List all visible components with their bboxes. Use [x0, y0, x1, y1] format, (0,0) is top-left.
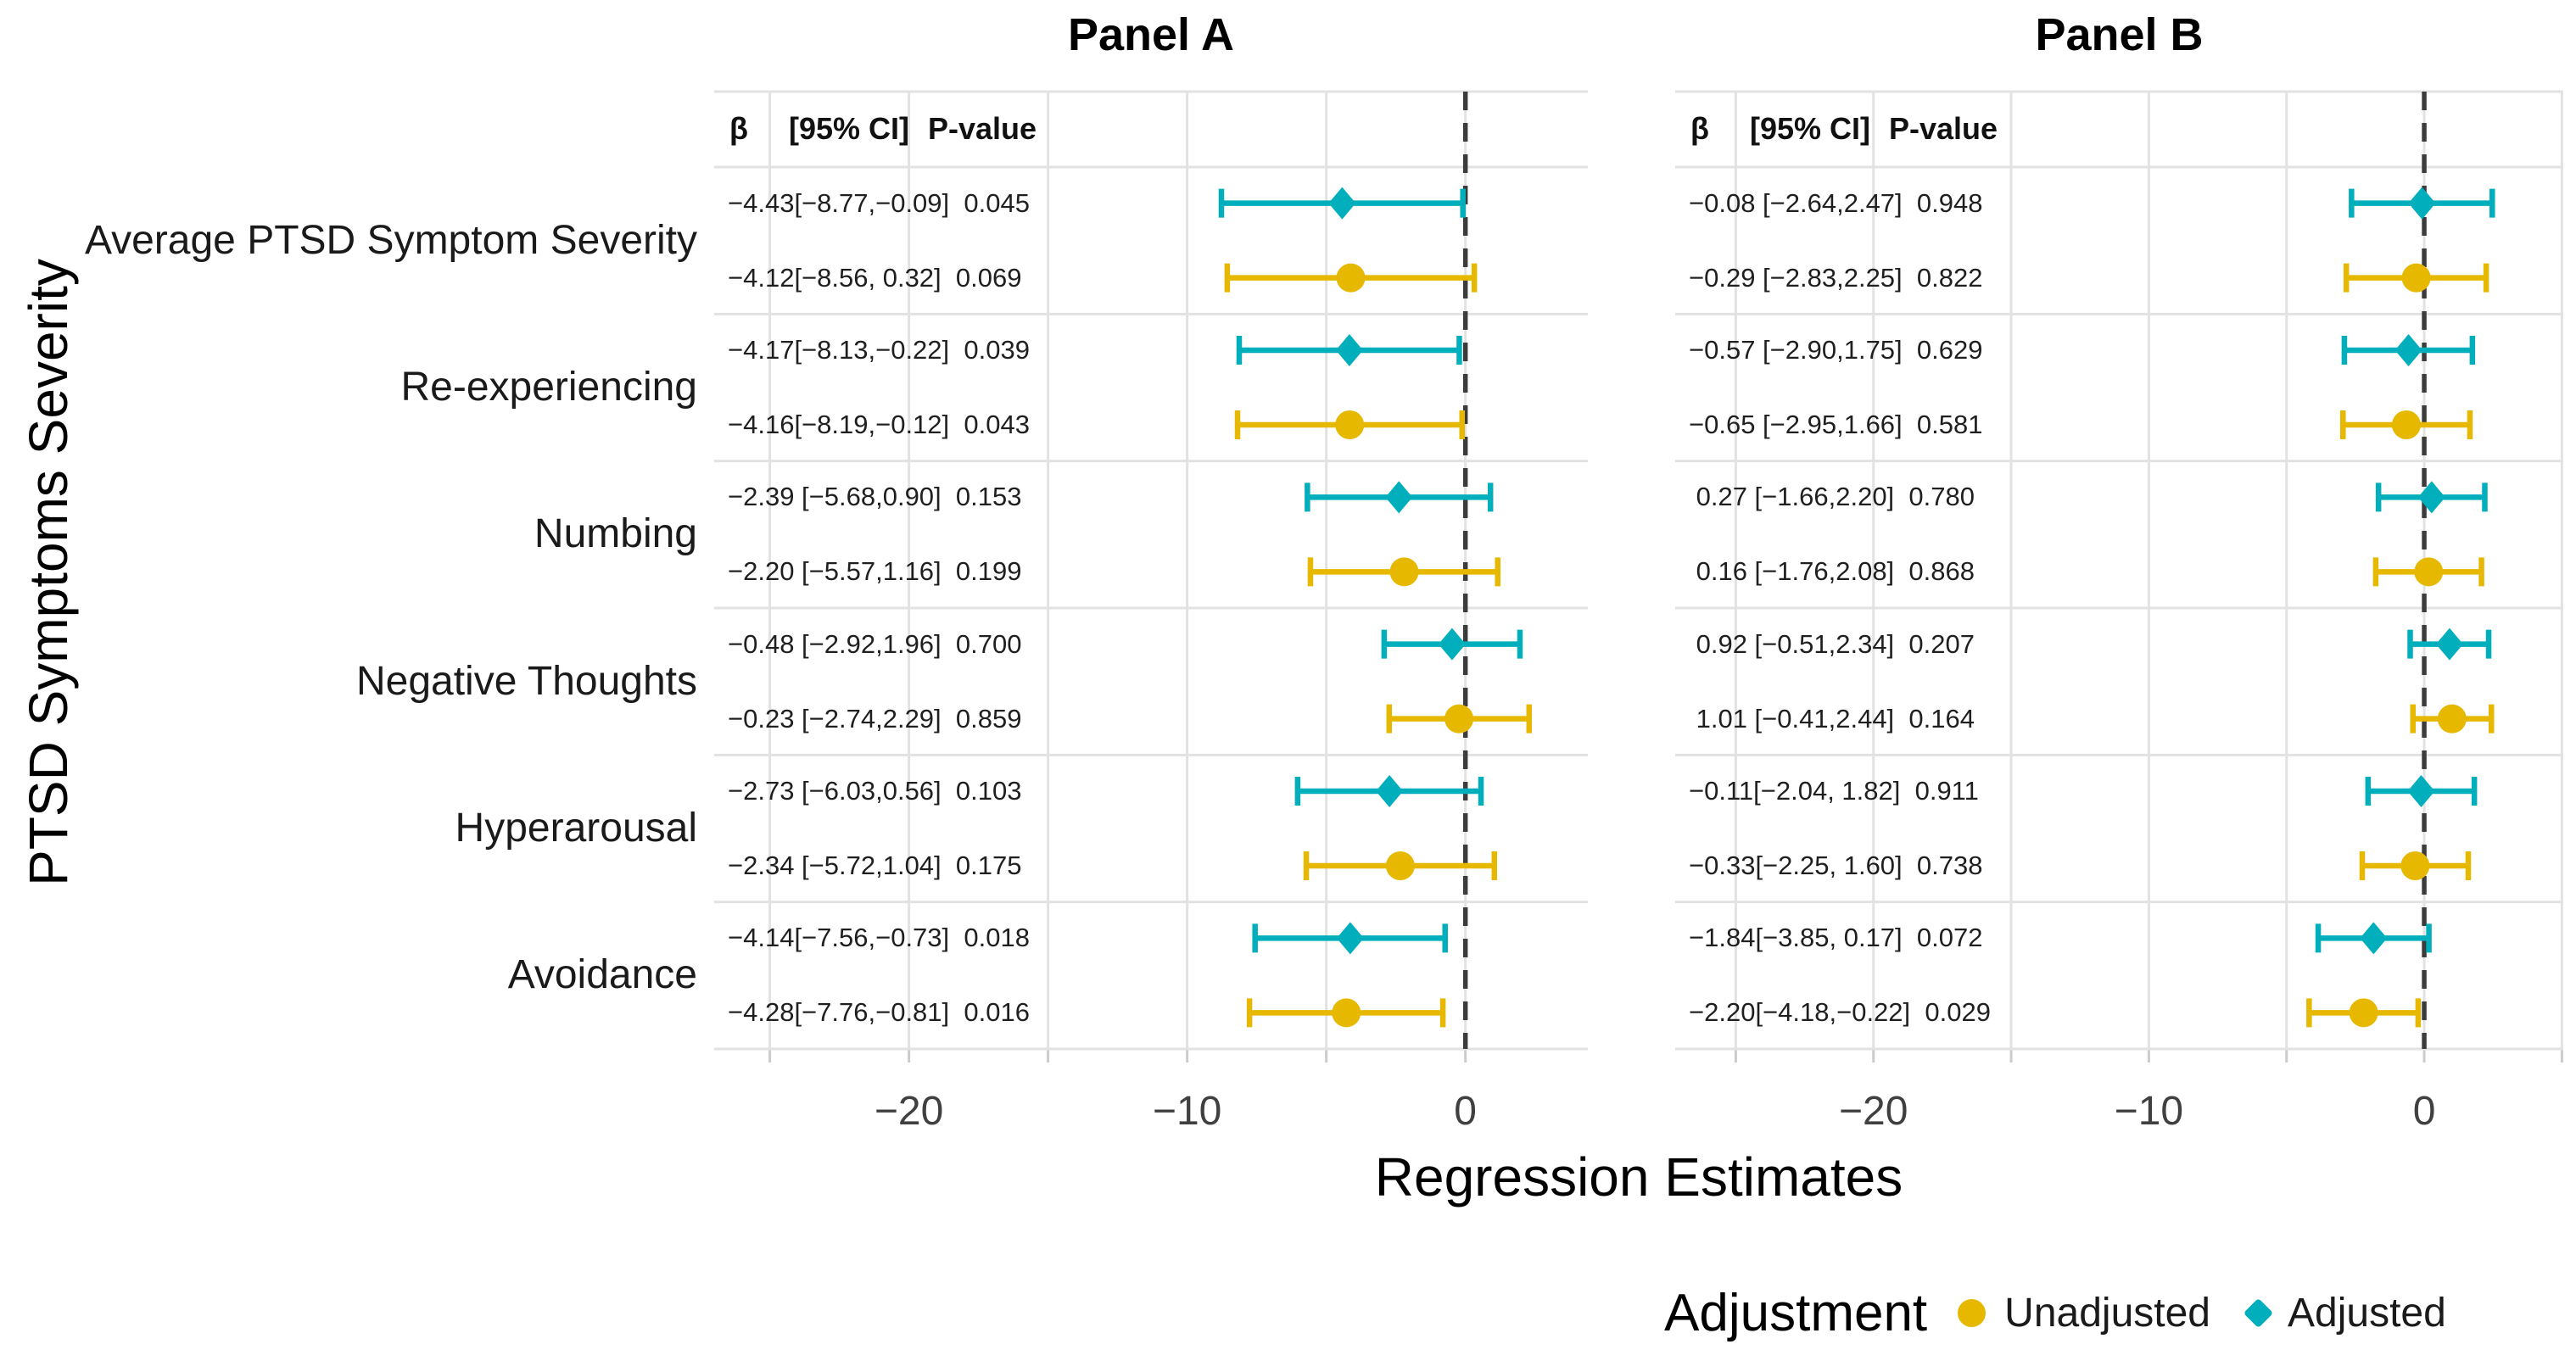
point-estimate-diamond: [2360, 922, 2388, 955]
row-annotation: −2.73 [−6.03,0.56] 0.103: [728, 776, 1022, 806]
category-label: Avoidance: [507, 952, 697, 998]
legend-item-label: Adjusted: [2288, 1290, 2446, 1336]
point-estimate-diamond: [1438, 628, 1466, 661]
point-estimate-diamond: [2394, 334, 2422, 366]
unadjusted-circle-marker-icon: [1958, 1298, 1986, 1327]
legend-title: Adjustment: [1664, 1283, 1928, 1342]
point-estimate-circle: [1335, 410, 1365, 439]
row-annotation: −4.17[−8.13,−0.22] 0.039: [728, 335, 1030, 365]
legend-item-label: Unadjusted: [2004, 1290, 2210, 1336]
row-annotation: −1.84[−3.85, 0.17] 0.072: [1689, 923, 1983, 953]
row-annotation: −0.11[−2.04, 1.82] 0.911: [1689, 776, 1979, 806]
point-estimate-diamond: [1336, 922, 1364, 955]
panel-a-title: Panel A: [1067, 9, 1235, 60]
row-annotation: −0.33[−2.25, 1.60] 0.738: [1689, 851, 1983, 880]
x-tick-label: 0: [2412, 1089, 2436, 1134]
point-estimate-diamond: [1385, 481, 1413, 514]
point-estimate-circle: [1385, 851, 1415, 880]
beta-header: β: [1690, 111, 1709, 146]
point-estimate-circle: [1336, 263, 1366, 293]
row-annotation: 1.01 [−0.41,2.44] 0.164: [1689, 703, 1975, 733]
pvalue-header: P-value: [1889, 111, 1998, 146]
row-annotation: −0.23 [−2.74,2.29] 0.859: [728, 703, 1022, 733]
beta-header: β: [729, 111, 748, 146]
x-tick-label: −20: [1839, 1089, 1908, 1134]
legend-item-unadjusted: Unadjusted: [1958, 1290, 2210, 1336]
row-annotation: −4.12[−8.56, 0.32] 0.069: [728, 262, 1022, 293]
legend-item-adjusted: Adjusted: [2243, 1290, 2446, 1336]
row-annotation: −4.16[−8.19,−0.12] 0.043: [728, 410, 1030, 439]
row-annotation: −2.20[−4.18,−0.22] 0.029: [1689, 997, 1991, 1028]
row-annotation: −0.08 [−2.64,2.47] 0.948: [1689, 187, 1983, 218]
row-annotation: 0.16 [−1.76,2.08] 0.868: [1689, 556, 1975, 587]
category-label: Negative Thoughts: [355, 658, 697, 704]
x-tick-label: −10: [2114, 1089, 2184, 1134]
x-tick-label: 0: [1454, 1089, 1478, 1134]
row-annotation: −0.65 [−2.95,1.66] 0.581: [1689, 410, 1983, 439]
point-estimate-circle: [2349, 998, 2378, 1028]
point-estimate-circle: [2437, 704, 2467, 733]
point-estimate-circle: [1444, 704, 1474, 733]
row-annotation: 0.27 [−1.66,2.20] 0.780: [1689, 482, 1975, 512]
pvalue-header: P-value: [928, 111, 1037, 146]
point-estimate-circle: [2414, 557, 2444, 587]
x-axis-title: Regression Estimates: [1374, 1146, 1903, 1208]
category-label: Numbing: [534, 511, 697, 557]
point-estimate-diamond: [2417, 481, 2445, 514]
row-annotation: −0.29 [−2.83,2.25] 0.822: [1689, 262, 1983, 293]
ci-header: [95% CI]: [788, 111, 910, 146]
point-estimate-diamond: [1328, 187, 1356, 220]
category-label: Re-experiencing: [400, 365, 697, 410]
row-annotation: −2.34 [−5.72,1.04] 0.175: [728, 851, 1022, 880]
row-annotation: −2.39 [−5.68,0.90] 0.153: [728, 482, 1022, 512]
point-estimate-diamond: [2435, 628, 2463, 661]
y-axis-title: PTSD Symptoms Severity: [18, 259, 79, 886]
point-estimate-circle: [2391, 410, 2421, 439]
row-annotation: −4.28[−7.76,−0.81] 0.016: [728, 997, 1030, 1028]
point-estimate-diamond: [1376, 775, 1404, 807]
panel-b-title: Panel B: [2035, 9, 2204, 60]
point-estimate-circle: [2401, 263, 2431, 293]
x-tick-label: −10: [1152, 1089, 1222, 1134]
point-estimate-circle: [1389, 557, 1419, 587]
point-estimate-diamond: [2408, 187, 2436, 220]
legend: Adjustment Unadjusted Adjusted: [1664, 1279, 2446, 1347]
point-estimate-diamond: [2407, 775, 2435, 807]
row-annotation: −4.43[−8.77,−0.09] 0.045: [728, 187, 1030, 218]
row-annotation: −0.57 [−2.90,1.75] 0.629: [1689, 335, 1983, 365]
panel-b-column-header: β [95% CI] P-value: [1690, 112, 1998, 146]
category-label: Hyperarousal: [455, 806, 697, 851]
point-estimate-diamond: [1335, 334, 1363, 366]
point-estimate-circle: [2400, 851, 2430, 880]
x-tick-label: −20: [874, 1089, 944, 1134]
row-annotation: 0.92 [−0.51,2.34] 0.207: [1689, 628, 1975, 659]
ci-header: [95% CI]: [1749, 111, 1871, 146]
category-label: Average PTSD Symptom Severity: [84, 217, 697, 263]
row-annotation: −0.48 [−2.92,1.96] 0.700: [728, 628, 1022, 659]
row-annotation: −4.14[−7.56,−0.73] 0.018: [728, 923, 1030, 953]
panel-a-column-header: β [95% CI] P-value: [729, 112, 1037, 146]
adjusted-diamond-marker-icon: [2243, 1297, 2274, 1328]
row-annotation: −2.20 [−5.57,1.16] 0.199: [728, 556, 1022, 587]
point-estimate-circle: [1332, 998, 1361, 1028]
